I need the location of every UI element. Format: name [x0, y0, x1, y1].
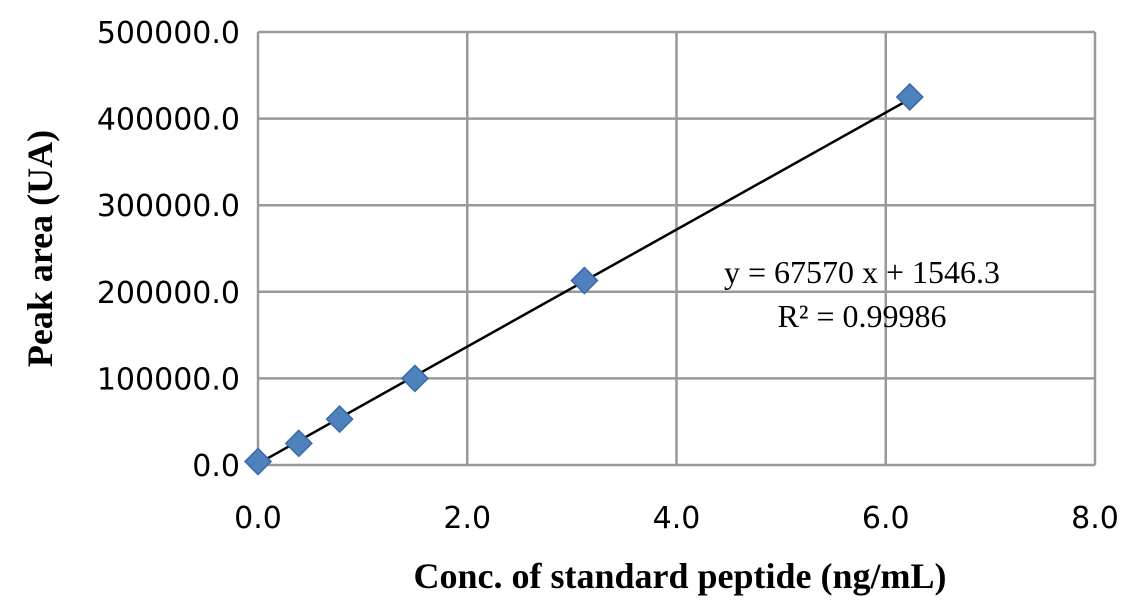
x-tick-label: 4.0 — [653, 501, 701, 536]
x-axis-tick-labels: 0.0 2.0 4.0 6.0 8.0 — [234, 501, 1119, 536]
y-tick-label: 500000.0 — [97, 16, 240, 51]
x-tick-label: 6.0 — [862, 501, 910, 536]
x-axis-label: Conc. of standard peptide (ng/mL) — [413, 556, 946, 596]
y-tick-label: 300000.0 — [97, 189, 240, 224]
y-tick-label: 200000.0 — [97, 276, 240, 311]
equation-annotation: y = 67570 x + 1546.3 — [724, 254, 1000, 290]
data-point — [895, 82, 924, 112]
grid-lines — [256, 30, 1097, 467]
data-point — [570, 266, 599, 295]
x-tick-label: 8.0 — [1071, 501, 1119, 536]
y-tick-label: 100000.0 — [97, 362, 240, 397]
data-point — [284, 429, 313, 458]
data-point — [325, 405, 354, 434]
x-tick-label: 2.0 — [443, 501, 491, 536]
y-axis-tick-labels: 0.0 100000.0 200000.0 300000.0 400000.0 50000… — [97, 16, 240, 484]
y-tick-label: 0.0 — [192, 449, 240, 484]
y-tick-label: 400000.0 — [97, 103, 240, 138]
r-squared-annotation: R² = 0.99986 — [778, 298, 947, 334]
data-point — [400, 364, 429, 393]
data-point — [243, 447, 273, 476]
y-axis-label: Peak area (UA) — [20, 130, 60, 367]
x-tick-label: 0.0 — [234, 501, 282, 536]
data-points — [243, 82, 924, 476]
